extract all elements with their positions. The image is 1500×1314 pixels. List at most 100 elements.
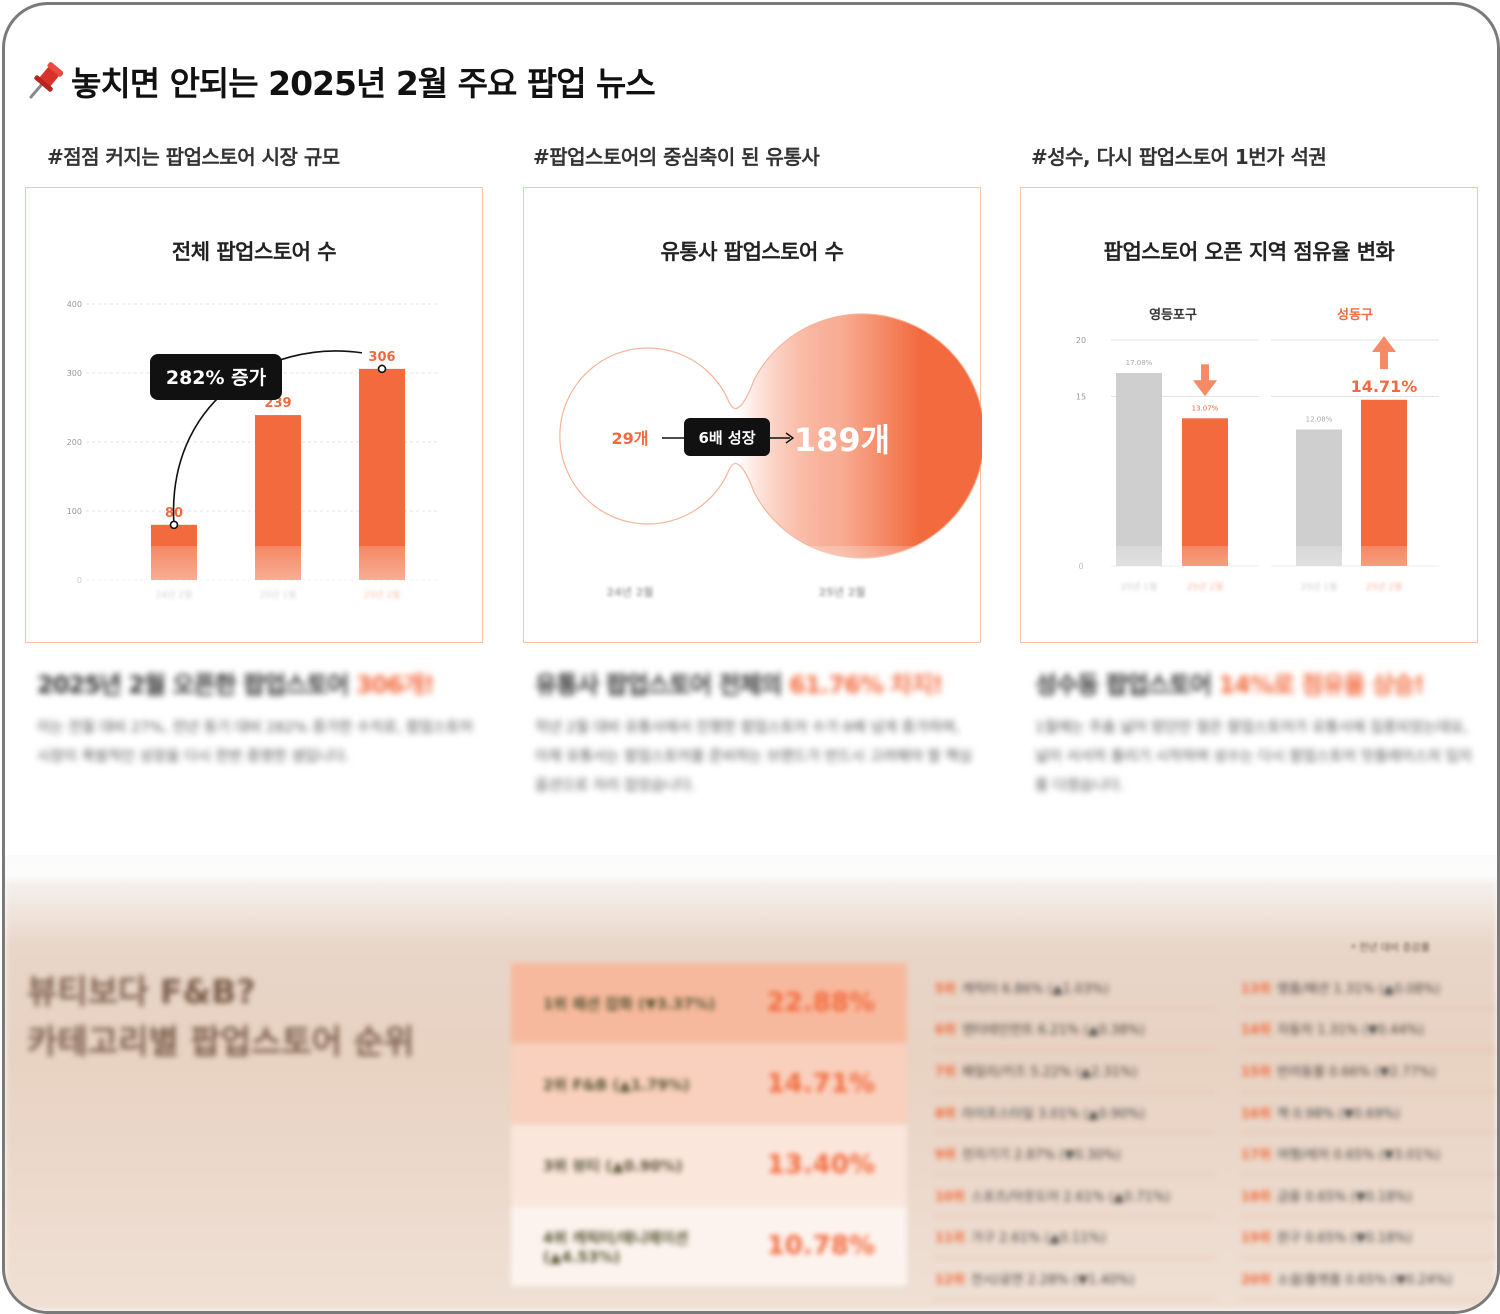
rank-number: 18위: [1241, 1189, 1272, 1205]
callout-text: 282% 증가: [166, 367, 267, 389]
card-fade: [1021, 546, 1477, 642]
y-tick-label: 15: [1076, 393, 1086, 402]
up-arrow-shaft: [1380, 351, 1388, 369]
rank-text: 라이프스타일 3.01% (▲0.90%): [962, 1106, 1145, 1122]
arrow-head-icon: [785, 432, 795, 444]
summary-1-head: 2025년 2월 오픈한 팝업스토어: [37, 671, 356, 699]
rank-text: 완구 0.65% (▼0.18%): [1277, 1231, 1412, 1247]
rank-text: 전시/공연 2.28% (▼1.40%): [971, 1272, 1135, 1288]
card-region-share: 팝업스토어 오픈 지역 점유율 변화 01520영등포구17.08%25년 1월…: [1020, 187, 1478, 643]
rank-number: 9위: [935, 1148, 957, 1164]
rank-list-item: 6위 엔터테인먼트 6.21% (▲0.38%): [935, 1009, 1215, 1051]
callout-box: [684, 418, 770, 456]
section-divider-wash: [5, 855, 1497, 945]
rank-list-item: 14위 자동차 1.31% (▼0.44%): [1241, 1009, 1497, 1051]
ranking-note: * 전년 대비 증감률: [1351, 943, 1430, 954]
rank-number: 7위: [935, 1064, 957, 1080]
rank-label: 3위 뷰티 (▲0.90%): [543, 1156, 683, 1175]
y-tick-label: 300: [67, 369, 82, 378]
top-rank-box: 1위 패션 잡화 (▼3.37%) 22.88% 2위 F&B (▲1.79%) 14…: [511, 963, 907, 1289]
summary-3-highlight: 14%로 점유율 상승!: [1218, 671, 1425, 699]
rank-row-3: 3위 뷰티 (▲0.90%) 13.40%: [511, 1125, 907, 1205]
category-ranking-title-line1: 뷰티보다 F&B?: [27, 972, 256, 1011]
rank-text: 전자기기 2.87% (▼0.30%): [962, 1148, 1121, 1164]
bar-value-label: 306: [368, 350, 395, 365]
bar-영등포구-2: [1182, 418, 1228, 566]
rank-list-item: 13위 명품/패션 1.31% (▲0.08%): [1241, 967, 1497, 1009]
rank-list-item: 18위 금융 0.65% (▼0.18%): [1241, 1175, 1497, 1217]
rank-text: 자동차 1.31% (▼0.44%): [1277, 1023, 1424, 1039]
y-tick-label: 20: [1076, 336, 1086, 345]
rank-list-item: 5위 캐릭터 6.86% (▲1.03%): [935, 967, 1215, 1009]
summary-2-body: 작년 2월 대비 유통사에서 진행한 팝업스토어 수가 6배 넘게 증가하며, …: [535, 720, 973, 794]
summary-2-head: 유통사 팝업스토어 전체의: [535, 671, 789, 699]
bar-value-label: 13.07%: [1192, 404, 1219, 412]
growth-callout: 282% 증가: [150, 354, 282, 400]
category-ranking-title-line2: 카테고리별 팝업스토어 순위: [27, 1022, 415, 1061]
bar-성동구-1: [1296, 429, 1342, 566]
summary-3-head: 성수동 팝업스토어: [1035, 671, 1219, 699]
rank-list-b: 13위 명품/패션 1.31% (▲0.08%) 14위 자동차 1.31% (▼0.…: [1241, 967, 1497, 1300]
rank-number: 6위: [935, 1023, 957, 1039]
rank-value: 22.88%: [766, 988, 875, 1018]
rank-list-item: 8위 라이프스타일 3.01% (▲0.90%): [935, 1092, 1215, 1134]
rank-number: 10위: [935, 1189, 966, 1205]
rank-list-item: 9위 전자기기 2.87% (▼0.30%): [935, 1133, 1215, 1175]
growth-bubble: [559, 313, 982, 559]
chart-title-total: 전체 팝업스토어 수: [171, 240, 337, 264]
summary-3: 성수동 팝업스토어 14%로 점유율 상승! 1월에는 주춤 넓어 떴던만 절은…: [1035, 665, 1475, 801]
rank-list-item: 11위 가구 2.61% (▲0.11%): [935, 1217, 1215, 1259]
rank-list-item: 10위 스포츠/아웃도어 2.61% (▲0.71%): [935, 1175, 1215, 1217]
bar-성동구-2: [1361, 399, 1407, 566]
summary-2-highlight: 61.76% 차지!: [788, 671, 943, 699]
hashtag-market-size: #점점 커지는 팝업스토어 시장 규모: [47, 145, 340, 169]
rank-number: 5위: [935, 981, 957, 997]
rank-number: 19위: [1241, 1231, 1272, 1247]
rank-list-item: 12위 전시/공연 2.28% (▼1.40%): [935, 1258, 1215, 1300]
rank-list-a: 5위 캐릭터 6.86% (▲1.03%) 6위 엔터테인먼트 6.21% (▲0.3…: [935, 967, 1215, 1300]
group-name-label: 성동구: [1337, 308, 1373, 323]
summary-3-body: 1월에는 주춤 넓어 떴던만 절은 팝업스토어가 유통사에 집중되었는데요, 넓…: [1035, 720, 1473, 794]
rank-label: 2위 F&B (▲1.79%): [543, 1075, 690, 1094]
rank-text: 반려동물 0.66% (▼2.77%): [1277, 1064, 1436, 1080]
rank-label: 1위 패션 잡화 (▼3.37%): [543, 994, 716, 1013]
pushpin-icon: [29, 62, 63, 99]
rank-text: 패밀리/키즈 5.22% (▲2.31%): [962, 1064, 1138, 1080]
summary-2: 유통사 팝업스토어 전체의 61.76% 차지! 작년 2월 대비 유통사에서 …: [535, 665, 975, 801]
rank-row-2: 2위 F&B (▲1.79%) 14.71%: [511, 1044, 907, 1124]
rank-value: 14.71%: [766, 1069, 875, 1099]
rank-list-item: 16위 책 0.98% (▼0.69%): [1241, 1092, 1497, 1134]
group-name-label: 영등포구: [1149, 308, 1197, 323]
rank-number: 8위: [935, 1106, 957, 1122]
rank-number: 12위: [935, 1272, 966, 1288]
bar-value-label: 12.08%: [1306, 415, 1333, 423]
rank-number: 15위: [1241, 1064, 1272, 1080]
rank-text: 소셜/플랫폼 0.65% (▼0.24%): [1277, 1272, 1453, 1288]
rank-number: 17위: [1241, 1148, 1272, 1164]
rank-number: 16위: [1241, 1106, 1272, 1122]
rank-value: 10.78%: [766, 1231, 875, 1261]
rank-number: 13위: [1241, 981, 1272, 997]
page-title: 놓치면 안되는 2025년 2월 주요 팝업 뉴스: [27, 57, 656, 105]
chart-title-region: 팝업스토어 오픈 지역 점유율 변화: [1103, 240, 1395, 264]
card-total-popups: 전체 팝업스토어 수 01002003004008024년 2월23925년 1…: [25, 187, 483, 643]
rank-label: 4위 캐릭터/애니메이션 (▲4.53%): [543, 1228, 689, 1266]
rank-number: 14위: [1241, 1023, 1272, 1039]
rank-value: 13.40%: [766, 1150, 875, 1180]
rank-row-1: 1위 패션 잡화 (▼3.37%) 22.88%: [511, 963, 907, 1043]
callout-box: [150, 354, 282, 400]
rank-list-item: 19위 완구 0.65% (▼0.18%): [1241, 1217, 1497, 1259]
bar-value-label: 14.71%: [1351, 377, 1418, 396]
to-value-label: 189개: [794, 421, 890, 459]
rank-text: 캐릭터 6.86% (▲1.03%): [962, 981, 1109, 997]
rank-number: 11위: [935, 1231, 966, 1247]
bar-3: [359, 368, 405, 580]
rank-row-4: 4위 캐릭터/애니메이션 (▲4.53%) 10.78%: [511, 1206, 907, 1286]
end-point-marker: [377, 364, 387, 374]
hashtag-distributor: #팝업스토어의 중심축이 된 유통사: [533, 145, 820, 169]
rank-list-item: 15위 반려동물 0.66% (▼2.77%): [1241, 1050, 1497, 1092]
rank-text: 스포츠/아웃도어 2.61% (▲0.71%): [971, 1189, 1171, 1205]
